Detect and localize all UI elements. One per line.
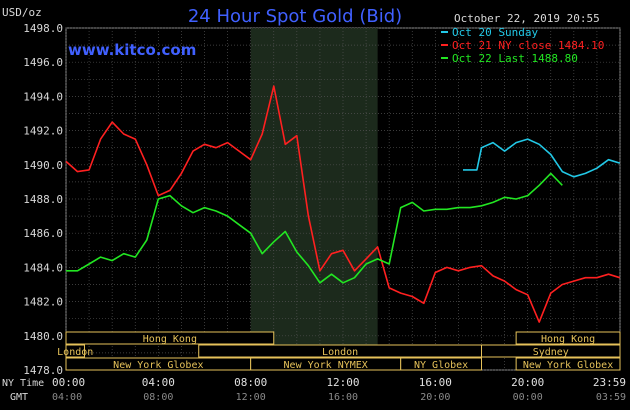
y-tick-label: 1488.0 [23, 193, 63, 206]
gmt-time-tick: 03:59 [596, 392, 626, 403]
session-label: New York Globex [523, 360, 613, 371]
session-bar [515, 357, 621, 371]
gmt-time-tick: 12:00 [236, 392, 266, 403]
y-axis: 1478.0 1480.0 1482.0 1484.0 1486.0 1488.0 1490… [23, 22, 63, 377]
ny-time-tick: 20:00 [511, 376, 544, 389]
gmt-time-tick: 16:00 [328, 392, 358, 403]
legend-entry: Oct 20 Sunday [452, 26, 538, 39]
gmt-time-tick: 04:00 [52, 392, 82, 403]
y-tick-label: 1478.0 [23, 364, 63, 377]
y-tick-label: 1480.0 [23, 330, 63, 343]
legend-entry: Oct 21 NY close 1484.10 [452, 39, 604, 52]
session-label: New York NYMEX [284, 360, 368, 371]
gmt-time-tick: 00:00 [513, 392, 543, 403]
session-bar [515, 331, 621, 345]
series-line-1 [463, 138, 621, 178]
session-label: London [322, 347, 358, 358]
y-tick-label: 1498.0 [23, 22, 63, 35]
chart-date: October 22, 2019 20:55 [454, 12, 600, 25]
ny-time-label: NY Time [2, 378, 44, 389]
x-axis: 00:00 04:00 08:00 12:00 16:00 20:00 23:59 04:00… [52, 376, 626, 403]
y-tick-label: 1490.0 [23, 159, 63, 172]
gmt-label: GMT [10, 392, 28, 403]
y-tick-label: 1492.0 [23, 125, 63, 138]
series-line-3 [66, 172, 563, 284]
gmt-time-tick: 08:00 [143, 392, 173, 403]
session-label: Sydney [533, 347, 569, 358]
session-label: Hong Kong [541, 334, 595, 345]
y-tick-label: 1484.0 [23, 261, 63, 274]
session-bar [65, 331, 275, 345]
y-tick-label: 1482.0 [23, 296, 63, 309]
highlight-band [250, 28, 378, 370]
ny-time-tick: 00:00 [52, 376, 85, 389]
legend-entry: Oct 22 Last 1488.80 [452, 52, 578, 65]
session-label: Hong Kong [143, 334, 197, 345]
series-line-2 [65, 85, 621, 323]
session-bars: Hong Kong Hong Kong London London Sydney New … [57, 331, 621, 371]
series-layer [65, 85, 621, 323]
session-bar [400, 357, 483, 371]
ny-time-tick: 23:59 [593, 376, 626, 389]
ny-time-tick: 16:00 [419, 376, 452, 389]
y-unit-label: USD/oz [2, 6, 42, 19]
gmt-time-tick: 20:00 [420, 392, 450, 403]
ny-time-tick: 12:00 [326, 376, 359, 389]
ny-time-tick: 08:00 [234, 376, 267, 389]
session-bar [65, 344, 85, 358]
chart-title: 24 Hour Spot Gold (Bid) [188, 6, 402, 27]
session-label: New York Globex [113, 360, 203, 371]
session-label: London [57, 347, 93, 358]
session-bar [481, 344, 621, 358]
ny-time-tick: 04:00 [142, 376, 175, 389]
y-tick-label: 1496.0 [23, 56, 63, 69]
y-tick-label: 1494.0 [23, 90, 63, 103]
session-label: NY Globex [414, 360, 468, 371]
website-label: www.kitco.com [68, 41, 196, 59]
y-tick-label: 1486.0 [23, 227, 63, 240]
